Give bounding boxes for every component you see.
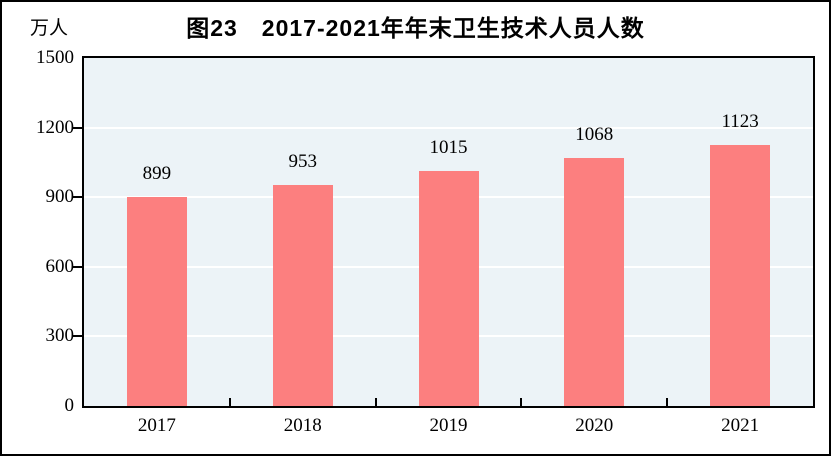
bar-2019	[418, 170, 479, 406]
y-axis-tick-600	[73, 265, 82, 268]
y-axis-label-0: 0	[64, 395, 75, 416]
x-axis-tick-2	[374, 398, 377, 406]
y-axis-label-1500: 1500	[36, 47, 74, 68]
x-axis-tick-1	[228, 398, 231, 406]
bar-2018	[272, 184, 333, 406]
bar-value-label-2020: 1068	[575, 124, 614, 146]
y-axis-unit-label: 万人	[30, 18, 69, 39]
y-axis-tick-1200	[73, 126, 82, 129]
x-axis-label-2020: 2020	[575, 415, 614, 436]
y-axis-tick-300	[73, 335, 82, 338]
x-axis-label-2017: 2017	[137, 415, 176, 436]
y-axis-label-1200: 1200	[36, 116, 74, 138]
bar-2017	[126, 197, 187, 406]
y-axis-tick-900	[73, 196, 82, 199]
y-axis-label-300: 300	[45, 325, 75, 347]
bar-value-label-2018: 953	[288, 150, 317, 172]
x-axis-label-2018: 2018	[283, 415, 322, 436]
x-axis-tick-4	[666, 398, 669, 406]
x-axis-label-2019: 2019	[429, 415, 468, 436]
gridline-1200	[84, 126, 813, 129]
plot-area: 899 953 1015 1068 1123	[82, 56, 815, 408]
bar-value-label-2021: 1123	[721, 111, 759, 133]
x-axis-label-2021: 2021	[721, 415, 760, 436]
chart-title: 图23 2017-2021年年末卫生技术人员人数	[186, 15, 645, 41]
y-axis-label-900: 900	[45, 186, 75, 208]
bar-value-label-2017: 899	[142, 163, 172, 185]
x-axis-tick-3	[520, 398, 523, 406]
bar-value-label-2019: 1015	[429, 136, 468, 158]
bar-2020	[564, 158, 625, 406]
bar-2021	[710, 145, 771, 406]
y-axis-label-600: 600	[45, 255, 75, 277]
